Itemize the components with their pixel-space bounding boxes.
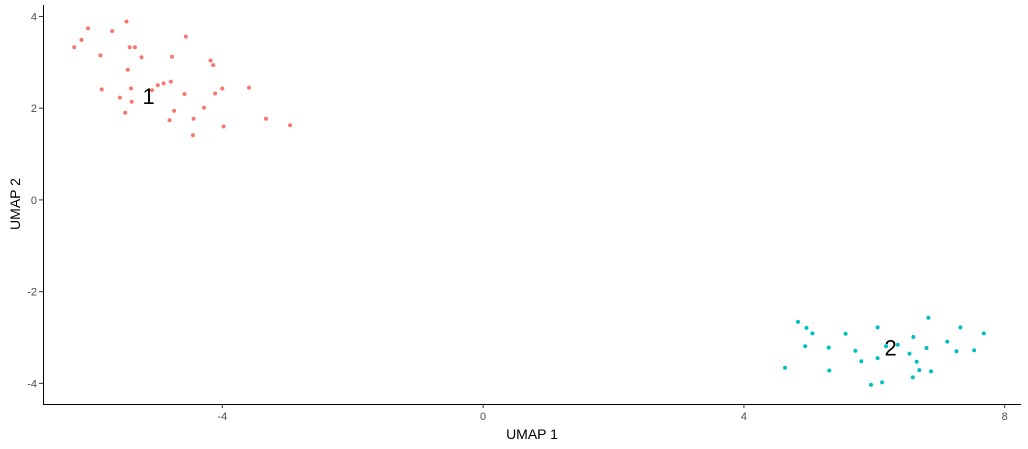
data-point [220,86,225,91]
x-tick-label: -4 [217,411,227,423]
data-point [958,325,963,330]
data-point [804,325,809,330]
data-point [924,346,929,350]
data-point [288,123,293,128]
cluster-label-2: 2 [884,336,896,361]
y-tick-label: -2 [27,287,37,299]
data-point [129,99,134,104]
data-point [79,37,84,42]
data-point [914,359,919,364]
data-point [124,19,129,24]
data-point [264,116,268,121]
data-point [127,45,132,50]
data-point [843,331,848,336]
x-tick-label: 8 [1002,411,1008,423]
data-point [202,105,206,110]
data-point [125,67,130,72]
data-point [86,26,90,31]
data-point [954,349,959,354]
data-point [72,45,77,50]
data-point [170,54,175,59]
x-tick-label: 0 [480,411,486,423]
data-point [826,345,831,350]
y-tick-label: 2 [31,103,37,115]
cluster-1-points [72,19,293,138]
data-point [945,339,950,344]
data-point [884,344,888,349]
data-point [211,63,216,68]
data-point [167,118,172,123]
data-point [911,335,916,339]
data-point [117,95,122,100]
data-point [139,55,144,60]
data-point [183,34,188,39]
data-point [172,108,177,113]
data-point [123,110,128,115]
data-point [191,133,195,138]
data-point [875,325,880,330]
y-axis-ticks: -4 -2 0 2 4 [27,11,43,390]
y-tick-label: -4 [27,378,37,390]
data-point [783,365,787,370]
data-point [972,348,977,353]
data-point [168,79,173,84]
data-point [875,356,880,361]
data-point [910,375,915,380]
points-layer [72,19,986,387]
data-point [247,85,251,90]
data-point [853,348,858,353]
data-point [110,29,115,34]
data-point [859,359,864,364]
data-point [155,83,160,88]
data-point [895,342,900,347]
x-tick-label: 4 [741,411,747,423]
data-point [907,351,912,356]
data-point [208,58,213,63]
data-point [191,116,196,121]
cluster-2-points [783,315,986,387]
data-point [99,87,104,92]
data-point [917,368,922,373]
y-tick-label: 0 [31,195,37,207]
data-point [929,369,933,374]
data-point [182,92,187,96]
cluster-labels-layer: 12 [142,84,896,361]
data-point [161,81,166,86]
x-axis-title: UMAP 1 [506,426,558,442]
y-axis-title: UMAP 2 [7,178,23,230]
data-point [149,88,154,93]
cluster-label-1: 1 [142,84,154,109]
data-point [981,331,986,336]
data-point [926,315,931,320]
data-point [880,380,885,385]
data-point [803,344,808,349]
data-point [221,124,226,129]
x-axis-ticks: -4 0 4 8 [217,404,1008,423]
data-point [98,53,103,58]
data-point [796,319,800,324]
y-tick-label: 4 [31,11,37,23]
data-point [129,86,133,91]
data-point [132,45,137,50]
data-point [827,368,832,373]
data-point [213,91,218,96]
data-point [869,382,873,387]
data-point [810,331,815,336]
